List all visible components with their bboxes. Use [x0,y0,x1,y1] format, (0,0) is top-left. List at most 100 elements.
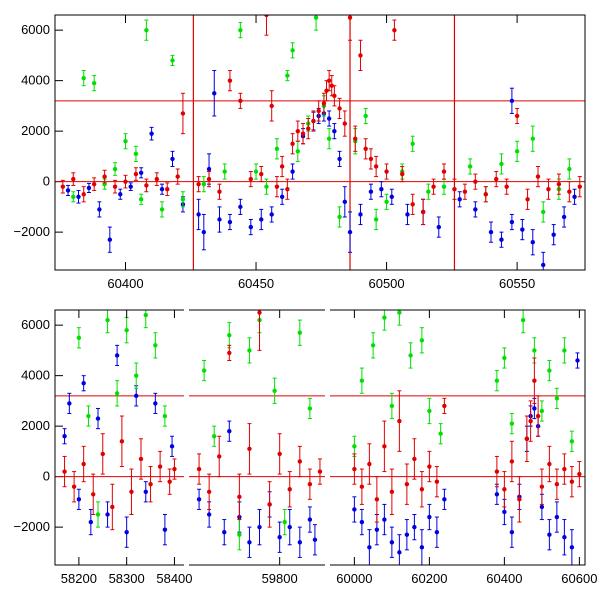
data-point [264,184,269,189]
data-point [419,545,425,550]
data-point [148,482,153,487]
data-point [374,497,380,502]
data-point [285,73,290,78]
data-point [408,353,413,358]
data-point [129,489,134,494]
data-point [412,524,417,530]
data-point [504,184,509,189]
data-point [347,229,353,235]
data-point [547,532,552,537]
data-point [196,497,202,502]
data-point [247,446,252,452]
data-point [353,136,358,141]
data-point [420,209,426,215]
data-point [71,176,76,182]
data-point [358,53,363,58]
data-point [91,80,97,86]
data-point [473,207,478,212]
x-tick-label: 60400 [486,571,522,586]
x-tick-label: 60000 [336,571,372,586]
data-point [227,78,233,83]
data-point [567,189,572,194]
data-point [297,540,303,545]
data-point [259,171,264,177]
data-point [169,444,175,449]
data-point [373,164,379,169]
data-point [287,524,292,530]
data-point [167,479,172,484]
data-point [81,461,86,467]
data-point [342,121,348,126]
data-point [374,527,380,532]
data-point [307,517,313,522]
data-point [509,98,515,104]
data-point [539,504,545,510]
data-point [541,262,546,268]
data-point [248,224,254,230]
data-point [520,227,525,232]
data-point [206,512,212,517]
data-point [86,185,92,191]
plot-frame [54,309,586,566]
data-point [441,169,447,174]
data-point [76,194,81,199]
x-tick-label: 60450 [238,276,274,291]
data-point [389,489,395,494]
data-point [363,113,368,119]
data-point [410,202,415,207]
data-point [222,529,227,535]
data-point [569,439,575,444]
data-point [257,524,262,530]
data-point [370,343,376,348]
data-point [419,338,425,343]
data-point [102,174,107,179]
data-point [494,378,500,383]
data-point [247,540,252,545]
data-point [97,207,102,212]
y-tick-label: 6000 [21,317,50,332]
data-point [217,217,222,222]
data-point [352,507,357,512]
data-point [397,310,402,315]
data-point [577,471,582,477]
plot-frame [54,14,586,271]
data-point [138,456,144,462]
data-point [530,240,535,245]
data-point [326,116,332,121]
data-point [133,151,139,157]
data-point [441,184,447,189]
data-point [358,212,363,217]
data-point [337,106,342,111]
data-point [76,335,82,340]
axis-segment: 59800 [189,310,325,586]
data-point [91,181,97,187]
data-point [60,184,66,189]
data-point [382,315,387,320]
data-point [436,224,441,230]
data-point [153,401,158,406]
data-point [442,403,447,409]
data-point [201,368,207,373]
data-point [238,98,243,104]
data-point [524,436,530,441]
data-point [539,484,545,489]
data-point [554,514,560,520]
data-point [412,456,417,462]
data-point [154,176,160,182]
data-point [134,373,139,378]
y-tick-label: 6000 [21,22,50,37]
data-point [329,83,334,88]
data-point [282,519,287,525]
data-point [211,434,217,439]
data-point [382,517,387,522]
data-point [307,482,313,487]
data-point [359,484,365,489]
data-point [517,497,522,502]
data-point [277,451,282,457]
data-point [153,343,158,348]
data-point [554,396,560,401]
data-point [88,519,94,525]
y-tick-label: 4000 [21,368,50,383]
data-point [119,439,125,444]
data-point [572,194,577,199]
